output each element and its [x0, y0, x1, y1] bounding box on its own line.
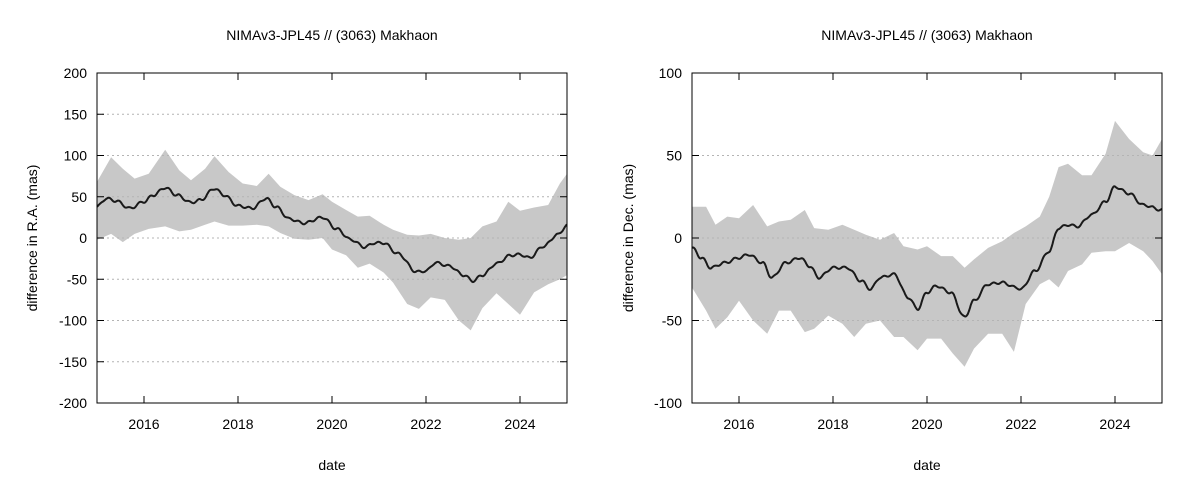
x-axis-label: date [913, 457, 940, 473]
y-tick-label: -50 [662, 313, 682, 329]
x-tick-label: 2018 [817, 416, 848, 432]
y-tick-label: -100 [59, 313, 87, 329]
y-tick-label: 50 [71, 189, 87, 205]
y-axis-label: difference in Dec. (mas) [620, 164, 636, 312]
uncertainty-band [692, 120, 1162, 367]
x-tick-label: 2016 [128, 416, 159, 432]
x-tick-label: 2022 [410, 416, 441, 432]
x-tick-label: 2024 [1099, 416, 1130, 432]
y-tick-label: 0 [79, 230, 87, 246]
x-tick-label: 2020 [911, 416, 942, 432]
x-axis-label: date [318, 457, 345, 473]
x-tick-label: 2016 [723, 416, 754, 432]
difference-line [96, 186, 568, 284]
dec-difference-chart: NIMAv3-JPL45 // (3063) Makhaon date diff… [620, 27, 1163, 473]
x-tick-label: 2018 [222, 416, 253, 432]
x-tick-label: 2022 [1005, 416, 1036, 432]
y-tick-label: -200 [59, 395, 87, 411]
y-tick-label: 100 [64, 148, 88, 164]
y-tick-label: 50 [666, 148, 682, 164]
y-tick-label: 200 [64, 65, 88, 81]
x-tick-label: 2024 [504, 416, 535, 432]
y-tick-label: -100 [654, 395, 682, 411]
chart-title: NIMAv3-JPL45 // (3063) Makhaon [821, 27, 1032, 43]
y-tick-label: -150 [59, 354, 87, 370]
uncertainty-band [97, 149, 567, 331]
difference-line [691, 185, 1163, 318]
y-tick-label: -50 [67, 271, 87, 287]
y-axis-label: difference in R.A. (mas) [24, 165, 40, 312]
y-tick-label: 100 [659, 65, 683, 81]
x-tick-label: 2020 [316, 416, 347, 432]
chart-title: NIMAv3-JPL45 // (3063) Makhaon [226, 27, 437, 43]
ra-difference-chart: NIMAv3-JPL45 // (3063) Makhaon date diff… [24, 27, 568, 473]
y-tick-label: 0 [674, 230, 682, 246]
y-tick-label: 150 [64, 106, 88, 122]
